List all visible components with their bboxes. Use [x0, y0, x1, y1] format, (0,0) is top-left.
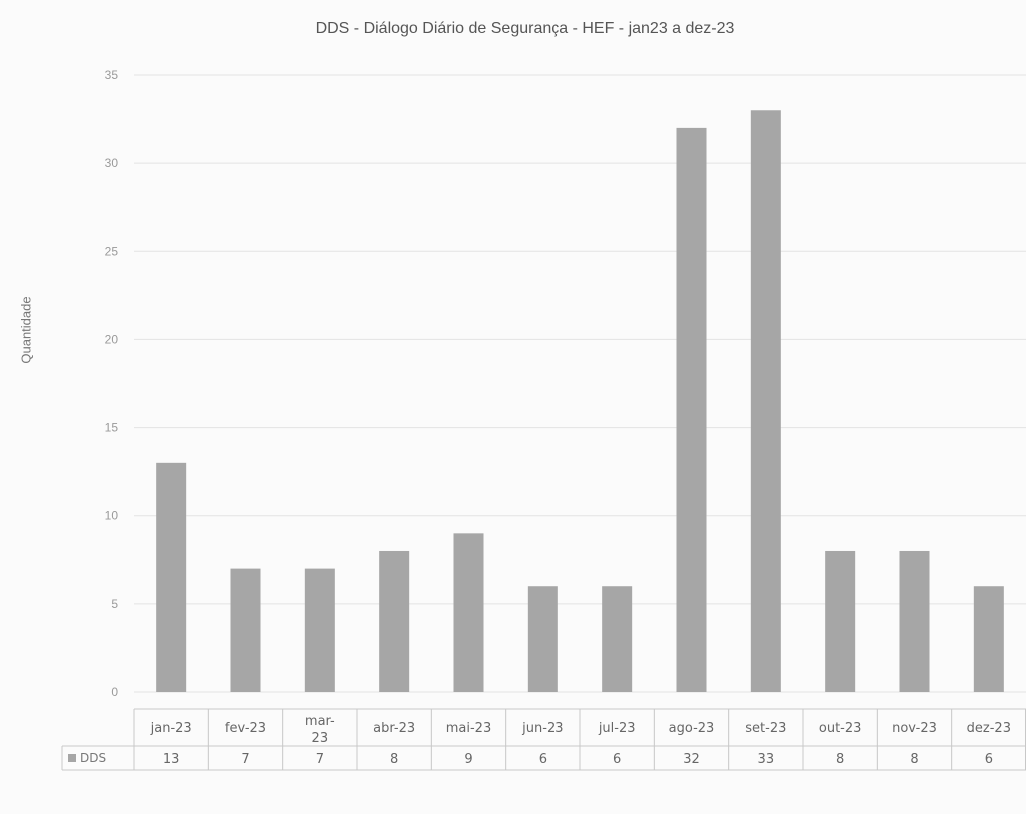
data-label: 9	[464, 752, 472, 767]
bar	[676, 127, 707, 692]
x-tick-label: ago-23	[669, 721, 715, 736]
data-label: 7	[241, 752, 249, 767]
y-tick-label: 0	[111, 685, 118, 699]
x-tick-label: jan-23	[150, 721, 192, 736]
x-tick-label: mai-23	[446, 721, 491, 736]
data-label: 13	[163, 752, 180, 767]
x-tick-label: mar-	[305, 714, 335, 729]
y-tick-label: 15	[105, 421, 119, 435]
bar	[973, 586, 1004, 692]
data-label: 6	[985, 752, 993, 767]
bar	[750, 110, 781, 692]
data-label: 8	[836, 752, 844, 767]
x-tick-label: abr-23	[373, 721, 415, 736]
x-tick-label: jul-23	[598, 721, 636, 736]
y-tick-label: 10	[105, 509, 119, 523]
x-tick-label: out-23	[819, 721, 862, 736]
x-tick-label: set-23	[745, 721, 786, 736]
bar	[379, 550, 410, 692]
y-tick-label: 20	[105, 332, 119, 346]
y-tick-label: 35	[105, 68, 119, 82]
bar	[304, 568, 335, 692]
data-label: 8	[910, 752, 918, 767]
legend-swatch	[68, 754, 76, 762]
data-label: 8	[390, 752, 398, 767]
data-label: 6	[539, 752, 547, 767]
bar	[230, 568, 261, 692]
data-label: 33	[758, 752, 775, 767]
y-tick-label: 30	[105, 156, 119, 170]
x-tick-label: nov-23	[892, 721, 937, 736]
chart-title: DDS - Diálogo Diário de Segurança - HEF …	[315, 20, 735, 37]
x-tick-label: 23	[312, 731, 329, 746]
y-tick-label: 25	[105, 244, 119, 258]
data-label: 6	[613, 752, 621, 767]
bar	[156, 462, 187, 692]
x-tick-label: fev-23	[225, 721, 266, 736]
data-label: 7	[316, 752, 324, 767]
data-label: 32	[683, 752, 700, 767]
x-tick-label: dez-23	[967, 721, 1011, 736]
bar	[602, 586, 633, 692]
x-tick-label: jun-23	[521, 721, 563, 736]
bar	[825, 550, 856, 692]
legend-label: DDS	[80, 751, 106, 765]
bar	[453, 533, 484, 692]
bar	[527, 586, 558, 692]
y-tick-label: 5	[111, 597, 118, 611]
bar	[899, 550, 930, 692]
